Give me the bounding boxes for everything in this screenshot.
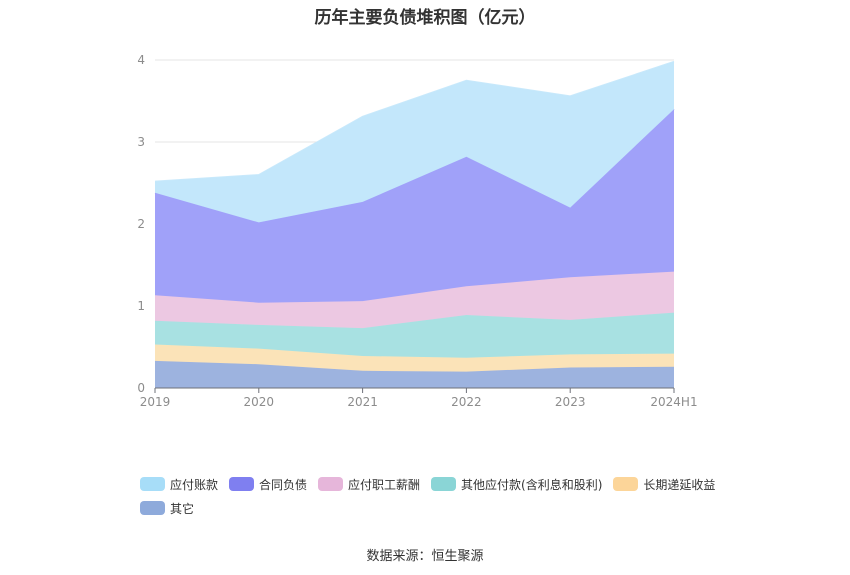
y-axis-ticks: 0 1 2 3 4 xyxy=(137,53,145,395)
legend-swatch xyxy=(140,501,165,515)
area-series xyxy=(154,60,675,388)
y-tick-label: 3 xyxy=(137,135,145,149)
x-tick-label: 2020 xyxy=(244,395,275,409)
area-series-line xyxy=(154,60,675,183)
legend-label: 其它 xyxy=(170,501,195,516)
legend-label: 其他应付款(含利息和股利) xyxy=(461,477,603,492)
x-tick-label: 2024H1 xyxy=(650,395,697,409)
legend-swatch xyxy=(140,477,165,491)
x-tick-label: 2021 xyxy=(347,395,378,409)
y-tick-label: 4 xyxy=(137,53,145,67)
area-series-应付账款[interactable] xyxy=(155,61,674,223)
legend-label: 长期递延收益 xyxy=(643,477,716,492)
x-tick-label: 2019 xyxy=(140,395,171,409)
y-tick-label: 0 xyxy=(137,381,145,395)
legend: 应付账款 合同负债 应付职工薪酬 其他应付款(含利息和股利) 长期递延收益 其它 xyxy=(140,472,740,520)
x-tick-label: 2023 xyxy=(555,395,586,409)
legend-item-contract-liabilities[interactable]: 合同负债 xyxy=(229,476,307,493)
legend-swatch xyxy=(613,477,639,491)
x-axis-ticks: 2019 2020 2021 2022 2023 2024H1 xyxy=(140,388,698,409)
data-source-note: 数据来源：恒生聚源 xyxy=(366,549,484,564)
legend-item-accounts-payable[interactable]: 应付账款 xyxy=(140,476,218,493)
legend-row: 其它 xyxy=(140,496,740,520)
legend-swatch xyxy=(229,477,255,491)
area-series-长期递延收益[interactable] xyxy=(155,344,674,372)
legend-swatch xyxy=(431,477,457,491)
legend-label: 应付职工薪酬 xyxy=(348,477,421,492)
chart-title: 历年主要负债堆积图（亿元） xyxy=(314,8,536,28)
legend-label: 合同负债 xyxy=(259,477,308,492)
legend-item-others[interactable]: 其它 xyxy=(140,500,194,517)
y-tick-label: 2 xyxy=(137,217,145,231)
legend-swatch xyxy=(318,477,344,491)
legend-item-payroll-payable[interactable]: 应付职工薪酬 xyxy=(318,476,420,493)
legend-label: 应付账款 xyxy=(170,477,219,492)
area-series-其它[interactable] xyxy=(155,360,674,388)
area-series-其他应付款(含利息和股利)[interactable] xyxy=(155,312,674,358)
x-tick-label: 2022 xyxy=(451,395,482,409)
area-series-应付职工薪酬[interactable] xyxy=(155,271,674,329)
area-series-合同负债[interactable] xyxy=(155,109,674,303)
legend-item-other-payables[interactable]: 其他应付款(含利息和股利) xyxy=(431,476,602,493)
legend-item-deferred-income[interactable]: 长期递延收益 xyxy=(613,476,715,493)
legend-row: 应付账款 合同负债 应付职工薪酬 其他应付款(含利息和股利) 长期递延收益 xyxy=(140,472,740,496)
y-tick-label: 1 xyxy=(137,299,145,313)
